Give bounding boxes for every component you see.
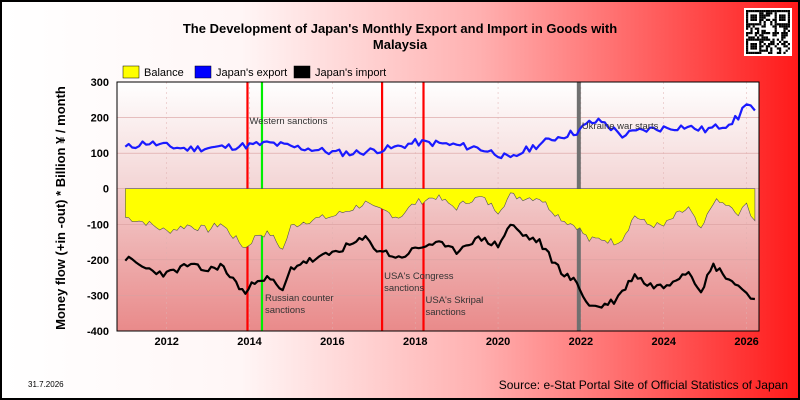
event-annotations: Western sanctions Russian counter sanction…	[249, 116, 658, 318]
legend: Balance Japan's export Japan's import	[122, 65, 386, 79]
series-export-line	[124, 103, 756, 160]
y-tick-label: 100	[91, 148, 109, 160]
x-tick-label: 2014	[237, 336, 262, 348]
chart-title-line-1: The Development of Japan's Monthly Expor…	[183, 21, 617, 36]
y-tick-label: 0	[103, 184, 109, 196]
x-tick-label: 2016	[320, 336, 344, 348]
x-axis-ticks: 2012 2014 2016 2018 2020 2022 2024 2026	[154, 336, 758, 348]
event-annotation: Western sanctions	[249, 116, 327, 127]
y-tick-label: -300	[87, 290, 109, 302]
event-annotation: USA's Congress sanctions	[384, 271, 454, 294]
y-tick-label: -100	[87, 219, 109, 231]
event-annotation: Russian counter sanctions	[265, 293, 334, 316]
x-tick-label: 2020	[486, 336, 510, 348]
legend-swatch-export	[194, 65, 212, 79]
event-annotation: Ukraine war starts	[582, 121, 659, 132]
y-tick-label: -400	[87, 326, 109, 338]
qr-code-icon	[744, 8, 792, 56]
plot-border	[116, 81, 760, 332]
x-tick-label: 2026	[734, 336, 758, 348]
legend-label-import: Japan's import	[315, 67, 386, 79]
legend-swatch-import	[293, 65, 311, 79]
chart-title-line-2: Malaysia	[373, 37, 428, 52]
legend-swatch-balance	[122, 65, 140, 79]
series-group	[124, 103, 756, 309]
y-axis-label: Money flow (+in -out) * Billion ¥ / mont…	[53, 86, 68, 330]
y-axis-ticks: 300 200 100 0 -100 -200 -300 -400	[87, 77, 109, 338]
x-tick-label: 2012	[154, 336, 178, 348]
source-note: Source: e-Stat Portal Site of Official S…	[499, 378, 788, 392]
series-import-line	[124, 223, 756, 309]
y-tick-label: -200	[87, 255, 109, 267]
date-stamp: 31.7.2026	[28, 380, 64, 389]
legend-label-balance: Balance	[144, 67, 184, 79]
x-tick-label: 2018	[403, 336, 427, 348]
x-tick-label: 2022	[569, 336, 593, 348]
y-tick-label: 300	[91, 77, 109, 89]
legend-label-export: Japan's export	[216, 67, 287, 79]
series-balance-area	[125, 188, 756, 250]
y-tick-label: 200	[91, 113, 109, 125]
event-annotation: USA's Skripal sanctions	[426, 295, 484, 318]
plot-background-positive	[117, 82, 759, 189]
x-tick-label: 2024	[651, 336, 676, 348]
